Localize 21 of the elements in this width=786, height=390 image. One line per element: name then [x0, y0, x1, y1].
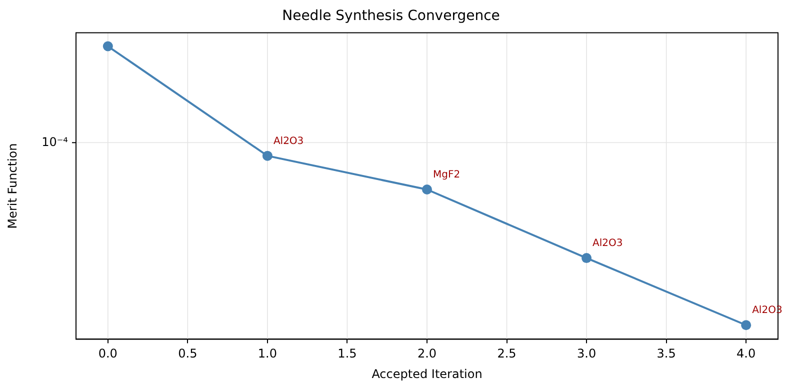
- x-tick-label: 4.0: [736, 346, 756, 361]
- y-axis-title: Merit Function: [5, 143, 20, 229]
- point: [102, 41, 113, 52]
- annotation: Al2O3: [592, 238, 623, 250]
- point: [582, 253, 592, 264]
- x-tick-label: 2.5: [497, 346, 516, 361]
- annotation: Al2O3: [273, 136, 304, 147]
- x-tick-label: 0.5: [178, 346, 198, 361]
- ref-line-label: 10⁻⁴: [42, 134, 68, 149]
- x-tick-label: 3.0: [577, 346, 596, 361]
- x-tick-label: 3.5: [656, 346, 676, 361]
- x-tick-label: 2.0: [417, 346, 437, 361]
- x-tick-label: 1.0: [258, 346, 277, 361]
- point: [422, 184, 432, 195]
- annotation: MgF2: [433, 170, 460, 181]
- x-tick-label: 0.0: [98, 346, 118, 361]
- point: [262, 150, 272, 161]
- chart-title: Needle Synthesis Convergence: [282, 8, 500, 24]
- x-tick-label: 1.5: [338, 346, 357, 361]
- point: [741, 320, 752, 330]
- x-axis-title: Accepted Iteration: [372, 366, 482, 381]
